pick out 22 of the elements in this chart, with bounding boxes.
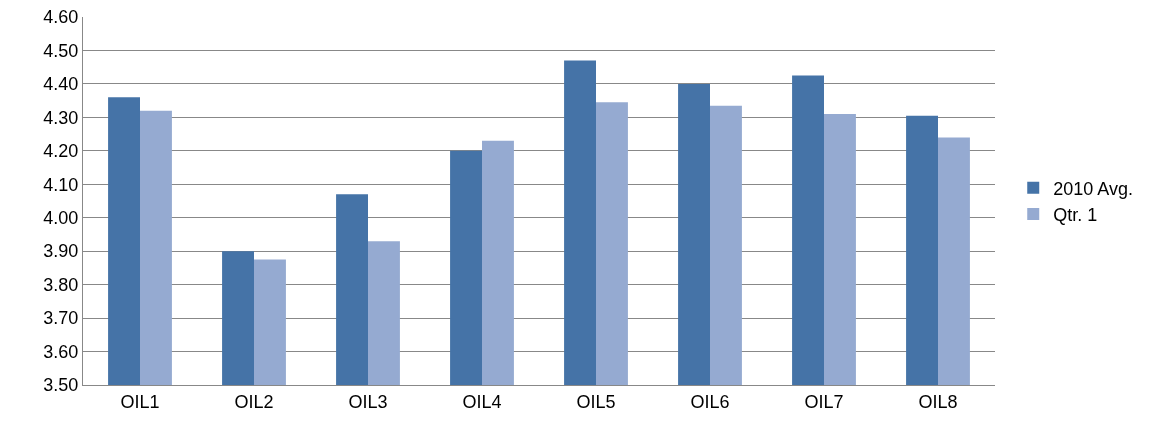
legend-label: 2010 Avg.: [1053, 178, 1133, 199]
x-tick-label: OIL6: [690, 391, 730, 412]
x-tick-label: OIL8: [918, 391, 958, 412]
y-tick-label: 3.50: [43, 375, 79, 396]
y-tick-label: 4.30: [43, 107, 79, 128]
y-tick-label: 3.80: [43, 274, 79, 295]
x-tick-label: OIL7: [804, 391, 844, 412]
y-tick-label: 4.50: [43, 40, 79, 61]
y-tick-label: 3.70: [43, 308, 79, 329]
x-tick-label: OIL4: [462, 391, 502, 412]
y-tick-label: 4.40: [43, 74, 79, 95]
x-tick-label: OIL1: [120, 391, 160, 412]
y-tick-label: 4.00: [43, 208, 79, 229]
y-tick-label: 4.20: [43, 141, 79, 162]
y-tick-label: 3.90: [43, 241, 79, 262]
x-tick-label: OIL2: [234, 391, 274, 412]
x-tick-label: OIL3: [348, 391, 388, 412]
y-tick-label: 3.60: [43, 341, 79, 362]
y-tick-label: 4.60: [43, 7, 79, 28]
legend-label: Qtr. 1: [1053, 205, 1098, 226]
y-tick-label: 4.10: [43, 174, 79, 195]
x-tick-label: OIL5: [576, 391, 616, 412]
